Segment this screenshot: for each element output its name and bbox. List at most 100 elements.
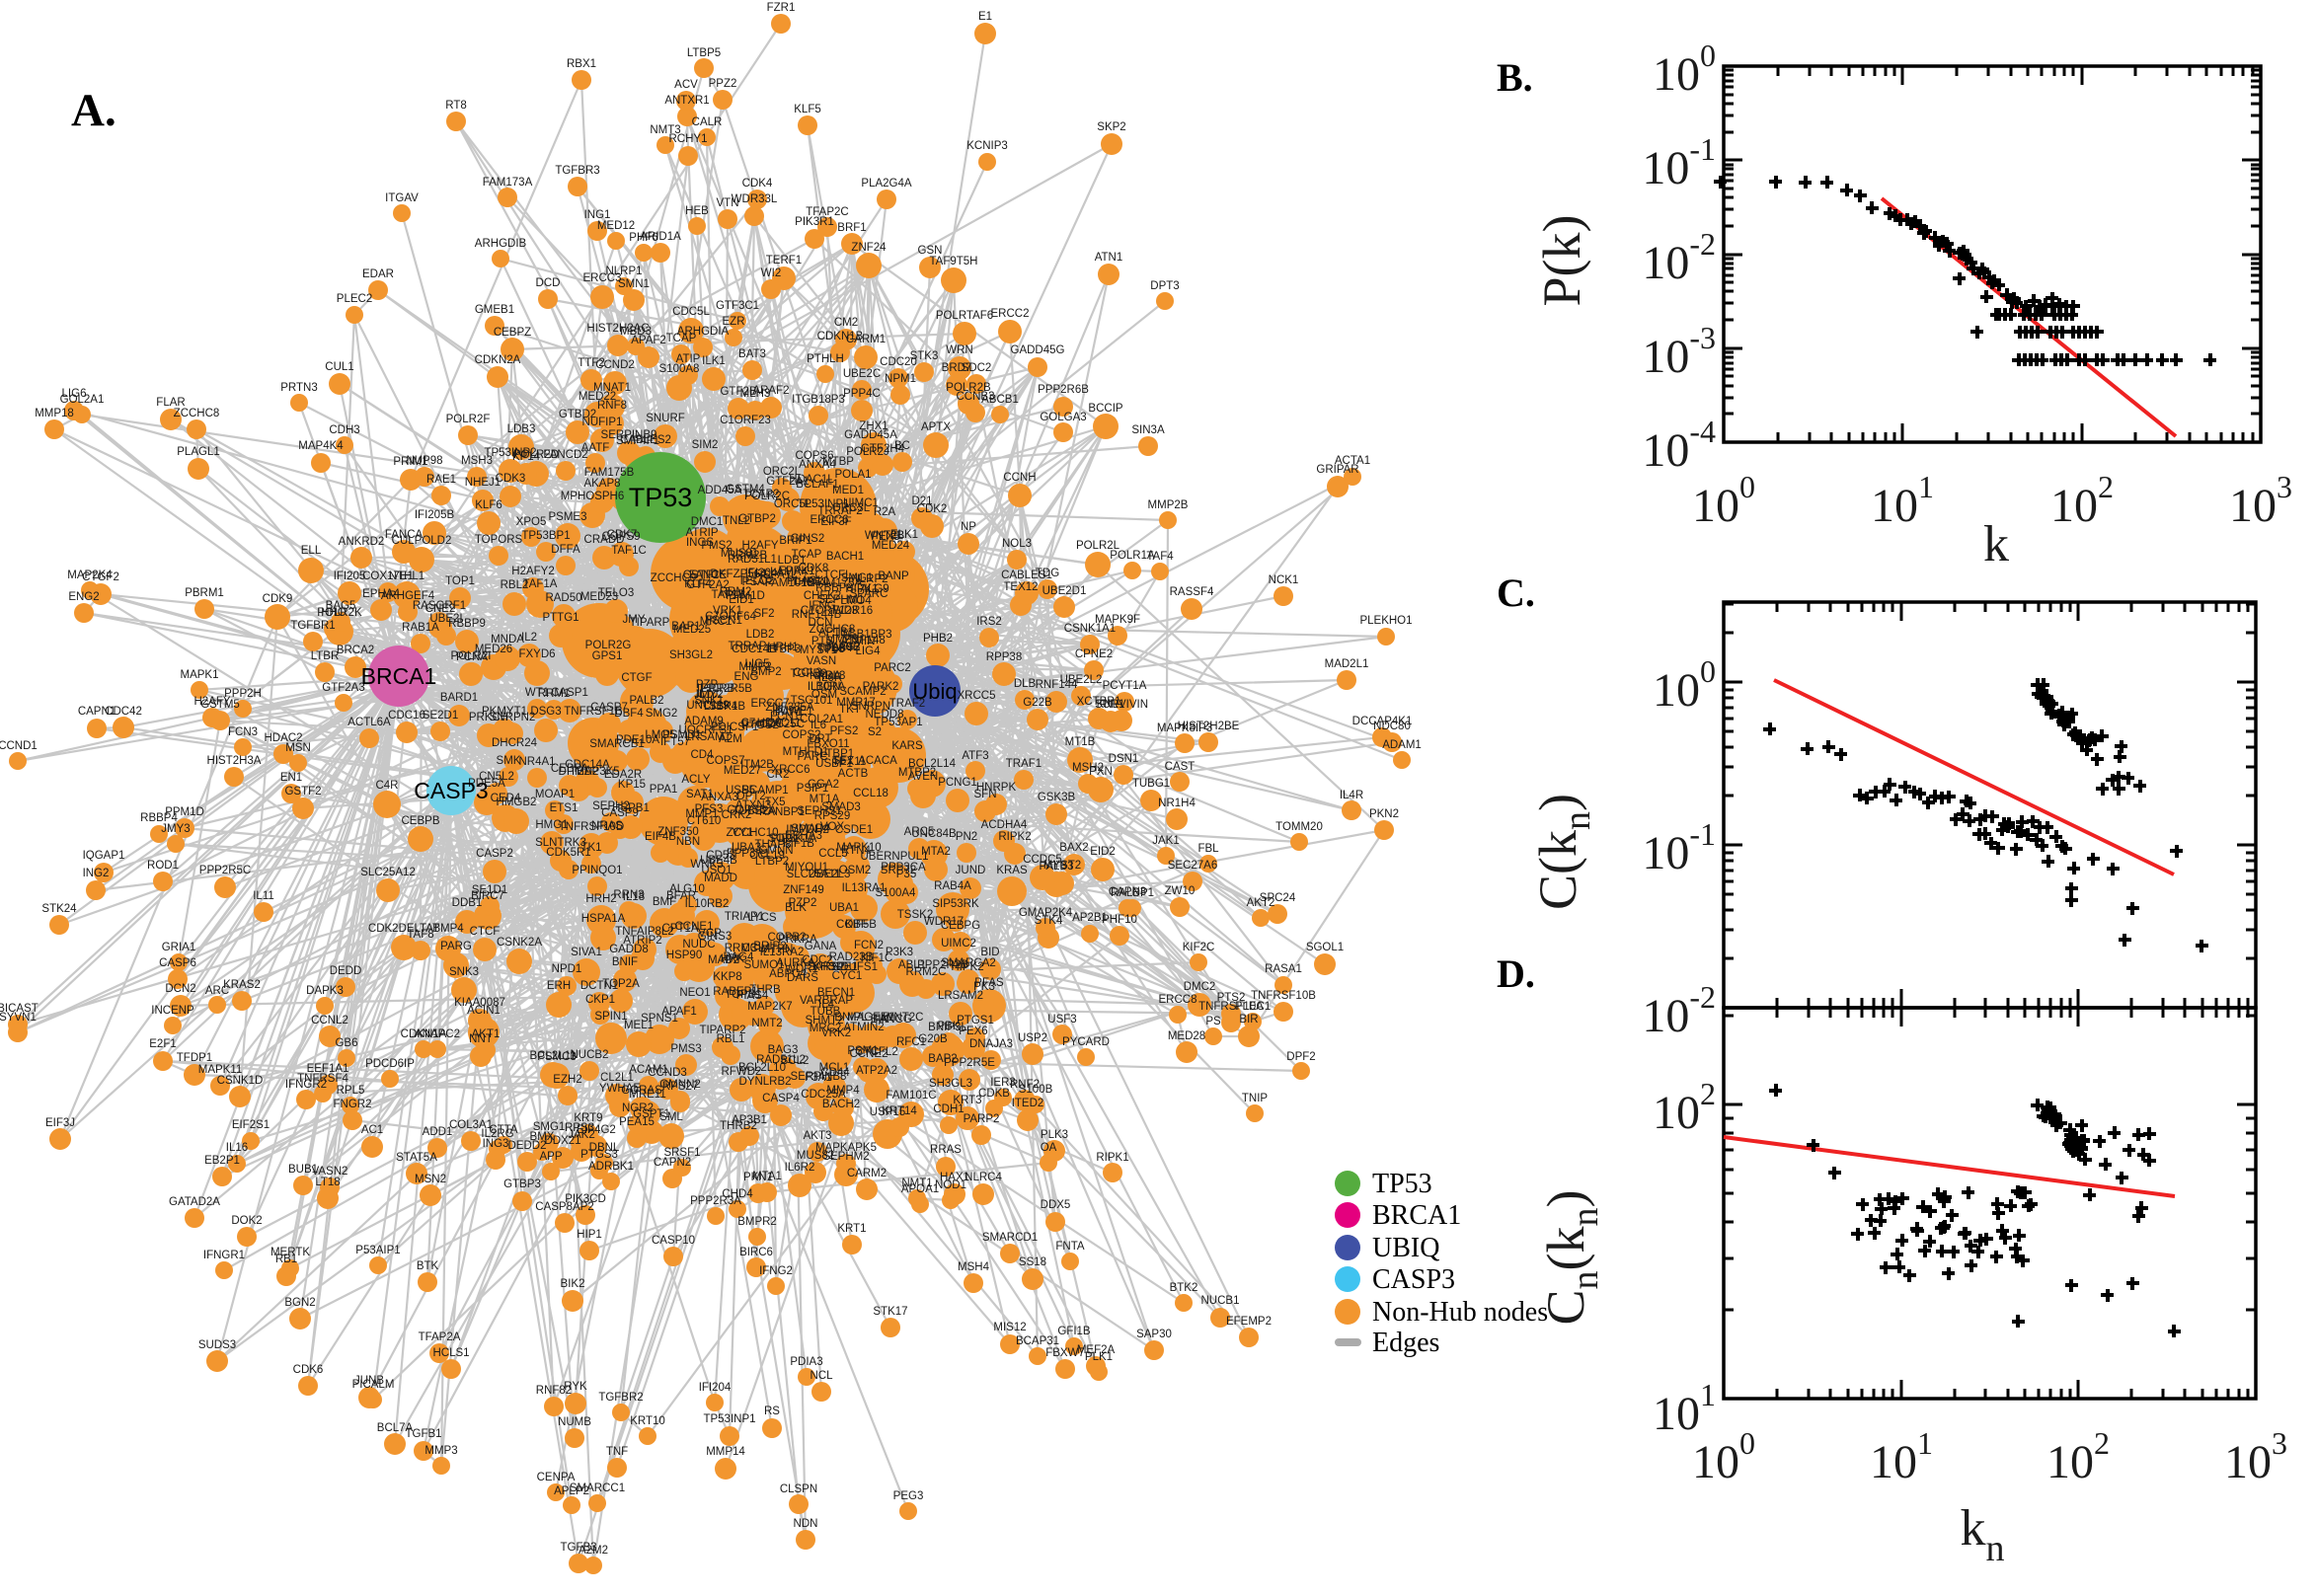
svg-text:101: 101 [1653,1377,1716,1440]
svg-text:ING2: ING2 [83,868,110,879]
svg-text:PBRM1: PBRM1 [185,587,224,599]
svg-text:ZNF24: ZNF24 [851,242,887,254]
svg-text:TNL2: TNL2 [723,515,750,527]
svg-text:PK3: PK3 [973,981,995,993]
svg-text:KP15: KP15 [618,779,646,791]
svg-text:AP3B1: AP3B1 [732,1114,767,1126]
svg-text:102: 102 [1653,1076,1716,1139]
svg-text:SNK3: SNK3 [449,966,479,978]
svg-text:RRN3: RRN3 [613,889,644,901]
svg-text:MTA2: MTA2 [921,846,951,858]
svg-text:APOA1: APOA1 [901,1183,939,1195]
svg-text:ACV: ACV [674,79,698,91]
svg-text:TTF2: TTF2 [578,357,604,369]
svg-text:RASSF4: RASSF4 [1170,586,1214,598]
svg-text:CDK2: CDK2 [917,503,948,515]
svg-text:SMARCB1: SMARCB1 [589,738,645,750]
svg-text:XRCC6: XRCC6 [772,764,811,776]
svg-text:NLRC4: NLRC4 [965,1172,1002,1183]
svg-text:LTBR: LTBR [311,650,340,662]
svg-text:G22B: G22B [1023,697,1052,709]
svg-text:FNTA: FNTA [1055,1241,1085,1253]
svg-text:CASP9: CASP9 [601,807,639,819]
svg-text:PPP2R5C: PPP2R5C [199,865,251,876]
svg-text:POLR2F: POLR2F [446,414,491,425]
svg-text:NLRP2: NLRP2 [851,573,888,585]
svg-text:FBXW7: FBXW7 [1045,1347,1085,1359]
svg-text:SEC27A6: SEC27A6 [1168,860,1218,872]
svg-text:KARS: KARS [891,740,923,752]
svg-text:NR4A1: NR4A1 [518,756,555,768]
svg-text:FBL: FBL [1197,843,1219,855]
svg-text:PCNA: PCNA [456,651,488,663]
svg-text:WRN: WRN [946,344,972,356]
svg-text:UBA1: UBA1 [829,902,859,914]
svg-text:UBE2D1: UBE2D1 [1042,585,1087,597]
svg-text:BACH1: BACH1 [826,551,864,563]
svg-text:BIK2: BIK2 [561,1278,585,1290]
svg-text:NCL: NCL [810,1370,833,1382]
svg-text:CCDC5: CCDC5 [1023,854,1062,866]
svg-text:B.: B. [1497,55,1533,100]
svg-text:PYCARD: PYCARD [1062,1036,1110,1048]
svg-text:CDK6: CDK6 [293,1364,324,1376]
svg-text:MED28: MED28 [1168,1030,1205,1042]
svg-text:DOK2: DOK2 [231,1215,262,1227]
svg-text:GATAD2A: GATAD2A [169,1196,220,1208]
svg-text:XRCC5: XRCC5 [958,690,996,702]
svg-text:10-4: 10-4 [1642,414,1716,477]
svg-text:TP53BP1: TP53BP1 [521,530,570,542]
svg-text:CABLES1: CABLES1 [1001,570,1052,581]
svg-text:HCLS1: HCLS1 [432,1347,469,1359]
svg-text:DDX5: DDX5 [1041,1199,1071,1211]
svg-text:ADRBK1: ADRBK1 [588,1161,634,1173]
svg-text:MT1B: MT1B [1065,736,1096,748]
svg-text:LIG5: LIG5 [745,658,770,670]
svg-text:LT18: LT18 [315,1177,340,1188]
svg-text:STAT5A: STAT5A [396,1152,437,1164]
svg-text:PEX6: PEX6 [959,1026,987,1037]
svg-text:GFI1B: GFI1B [1057,1326,1091,1337]
svg-text:LTBP5: LTBP5 [687,47,721,59]
svg-text:BCL2: BCL2 [781,1055,810,1067]
svg-text:HDAC2: HDAC2 [265,732,303,744]
svg-text:CHEK2: CHEK2 [804,590,841,602]
svg-text:100: 100 [1653,38,1716,101]
svg-text:CTCF: CTCF [470,926,501,938]
svg-text:PSME3: PSME3 [549,511,587,523]
svg-text:BCAP31: BCAP31 [1016,1335,1059,1347]
svg-text:NUP98: NUP98 [406,455,442,467]
svg-text:WT1: WT1 [525,687,549,699]
svg-text:TKT: TKT [839,704,861,716]
svg-text:MAPK9F: MAPK9F [1095,614,1140,626]
svg-text:FAM101C: FAM101C [886,1090,936,1102]
svg-text:CCL19: CCL19 [749,850,785,862]
svg-text:TOPORS: TOPORS [475,534,523,546]
svg-text:BAT3: BAT3 [738,348,766,360]
svg-text:PLEKHO1: PLEKHO1 [1359,615,1412,627]
svg-text:SFN: SFN [974,789,997,800]
svg-text:103: 103 [2224,1425,2287,1488]
svg-text:10-2: 10-2 [1642,979,1716,1042]
svg-text:KRT1: KRT1 [837,1223,866,1235]
svg-text:LYCS: LYCS [747,912,777,924]
svg-text:TNF: TNF [606,1446,628,1458]
svg-text:HRH2: HRH2 [585,893,616,905]
svg-text:CDK5R1: CDK5R1 [546,847,590,859]
svg-text:CSNK1D: CSNK1D [217,1075,264,1087]
svg-text:PFS2: PFS2 [830,725,859,737]
svg-text:CCNL2: CCNL2 [311,1015,348,1026]
svg-text:LDB3: LDB3 [507,423,536,435]
svg-text:MAP3K5: MAP3K5 [575,766,619,778]
svg-text:COX17E1: COX17E1 [362,570,414,582]
svg-text:103: 103 [2229,469,2292,532]
svg-text:NCK1: NCK1 [1269,574,1299,586]
svg-text:TP63: TP63 [817,644,845,655]
svg-text:10-1: 10-1 [1642,131,1716,194]
svg-text:NDN: NDN [794,1518,818,1530]
svg-text:BUB1: BUB1 [288,1164,318,1176]
svg-text:BAP2: BAP2 [928,1053,957,1065]
svg-text:SMARCA2: SMARCA2 [941,957,996,969]
svg-text:IL11: IL11 [253,890,274,902]
svg-text:TNFRSF10D: TNFRSF10D [559,821,624,833]
